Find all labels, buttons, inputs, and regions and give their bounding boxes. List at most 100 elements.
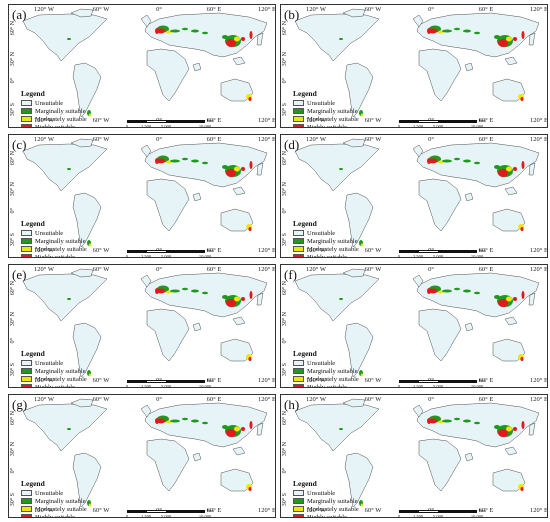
map-panel-a: (a) 120° W 60° W 0° 60° E 120° E 120° W 60° W 0°… bbox=[8, 4, 276, 128]
suitability-patch bbox=[474, 291, 480, 295]
landmass bbox=[72, 322, 102, 378]
suitability-patch bbox=[155, 158, 159, 164]
longitude-label: 60° E bbox=[206, 117, 222, 124]
landmass bbox=[528, 422, 536, 436]
scale-bar-graphic bbox=[127, 250, 205, 253]
scale-bar-graphic bbox=[127, 510, 205, 513]
suitability-patch bbox=[427, 28, 431, 34]
legend-item: Highly suitable bbox=[21, 123, 87, 127]
suitability-patch bbox=[454, 287, 460, 291]
scale-tick: 10,000 bbox=[470, 254, 484, 258]
legend: Legend Unsuitable Marginally suitable Moder… bbox=[293, 89, 359, 127]
legend-item: Unsuitable bbox=[293, 489, 359, 497]
suitability-patch bbox=[67, 38, 71, 40]
legend-title: Legend bbox=[293, 219, 317, 228]
world-map bbox=[9, 265, 275, 387]
suitability-patch bbox=[360, 373, 364, 377]
legend-swatch bbox=[21, 100, 32, 106]
suitability-patch bbox=[202, 31, 208, 35]
legend: Legend Unsuitable Marginally suitable Moder… bbox=[21, 219, 87, 257]
longitude-label: 60° E bbox=[478, 396, 494, 403]
landmass bbox=[342, 398, 366, 408]
suitability-patch bbox=[202, 291, 208, 295]
legend-title: Legend bbox=[21, 479, 45, 488]
landmass bbox=[504, 446, 518, 456]
legend-label: Unsuitable bbox=[307, 489, 336, 497]
scale-tick: 5,000 bbox=[160, 384, 172, 388]
scale-tick: 0 bbox=[397, 514, 401, 518]
legend-swatch bbox=[293, 360, 304, 366]
map-panel-b: (b) 120° W 60° W 0° 60° E 120° E 120° W 60° W 0°… bbox=[280, 4, 548, 128]
scale-bar: 0 2,500 5,000 10,000 Km bbox=[126, 118, 239, 128]
map-panel-d: (d) 120° W 60° W 0° 60° E 120° E 120° W 60° W 0°… bbox=[280, 134, 548, 258]
panel-label: (e) bbox=[12, 267, 27, 282]
legend-swatch bbox=[293, 100, 304, 106]
longitude-label: 120° W bbox=[306, 136, 326, 143]
longitude-label: 120° W bbox=[34, 507, 54, 514]
legend-item: Unsuitable bbox=[21, 99, 87, 107]
legend-item: Highly suitable bbox=[293, 253, 359, 257]
longitude-label: 120° E bbox=[258, 247, 276, 254]
suitability-patch bbox=[226, 169, 236, 177]
landmass bbox=[140, 144, 152, 158]
longitude-label: 120° E bbox=[530, 6, 548, 13]
suitability-patch bbox=[494, 295, 500, 299]
map-panel-g: (g) 120° W 60° W 0° 60° E 120° E 120° W 60° W 0°… bbox=[8, 394, 276, 518]
scale-tick: 5,000 bbox=[432, 254, 444, 258]
landmass bbox=[232, 316, 246, 326]
longitude-labels: 120° W 60° W 0° 60° E 120° E bbox=[9, 136, 276, 145]
longitude-label: 60° W bbox=[364, 507, 382, 514]
suitability-patch bbox=[222, 295, 228, 299]
longitude-label: 60° W bbox=[364, 6, 382, 13]
suitability-patch bbox=[506, 36, 512, 42]
suitability-patch bbox=[454, 27, 460, 31]
landmass bbox=[256, 162, 264, 176]
suitability-patch bbox=[513, 427, 517, 431]
suitability-patch bbox=[67, 168, 71, 170]
legend-label: Unsuitable bbox=[35, 489, 64, 497]
latitude-label: 60° N bbox=[10, 151, 16, 166]
suitability-patch bbox=[494, 425, 500, 429]
legend-title: Legend bbox=[293, 349, 317, 358]
latitude-label: 30° S bbox=[282, 103, 288, 117]
scale-unit: Km bbox=[479, 508, 486, 513]
suitability-patch bbox=[442, 29, 452, 33]
landmass bbox=[232, 56, 246, 66]
suitability-patch bbox=[339, 168, 343, 170]
world-map bbox=[9, 395, 275, 517]
longitude-label: 120° E bbox=[258, 136, 276, 143]
scale-tick: 2,500 bbox=[412, 254, 424, 258]
suitability-patch bbox=[513, 167, 517, 171]
longitude-label: 60° W bbox=[92, 377, 110, 384]
suitability-patch bbox=[241, 167, 245, 171]
scale-bar: 0 2,500 5,000 10,000 Km bbox=[126, 378, 239, 388]
scale-tick: 0 bbox=[397, 124, 401, 128]
legend: Legend Unsuitable Marginally suitable Moder… bbox=[21, 479, 87, 517]
legend-swatch bbox=[21, 230, 32, 236]
suitability-patch bbox=[520, 227, 524, 231]
suitability-patch bbox=[521, 161, 525, 169]
legend-swatch bbox=[21, 506, 32, 512]
scale-tick: 2,500 bbox=[140, 124, 152, 128]
suitability-patch bbox=[170, 29, 180, 33]
map-panel-f: (f) 120° W 60° W 0° 60° E 120° E 120° W 60° W 0°… bbox=[280, 264, 548, 388]
longitude-label: 120° W bbox=[34, 247, 54, 254]
suitability-patch bbox=[170, 419, 180, 423]
latitude-label: 60° N bbox=[282, 21, 288, 36]
scale-bar-graphic bbox=[399, 120, 477, 123]
legend-title: Legend bbox=[21, 219, 45, 228]
longitude-label: 0° bbox=[428, 396, 434, 403]
longitude-label: 60° W bbox=[364, 377, 382, 384]
longitude-label: 60° W bbox=[92, 117, 110, 124]
suitability-patch bbox=[157, 418, 165, 424]
suitability-patch bbox=[157, 158, 165, 164]
suitability-patch bbox=[234, 166, 240, 172]
landmass bbox=[464, 452, 474, 462]
landmass bbox=[146, 178, 190, 232]
suitability-patch bbox=[521, 31, 525, 39]
longitude-label: 60° E bbox=[206, 6, 222, 13]
longitude-label: 0° bbox=[428, 136, 434, 143]
scale-tick: 0 bbox=[397, 384, 401, 388]
longitude-label: 60° E bbox=[206, 247, 222, 254]
scale-tick: 5,000 bbox=[160, 514, 172, 518]
